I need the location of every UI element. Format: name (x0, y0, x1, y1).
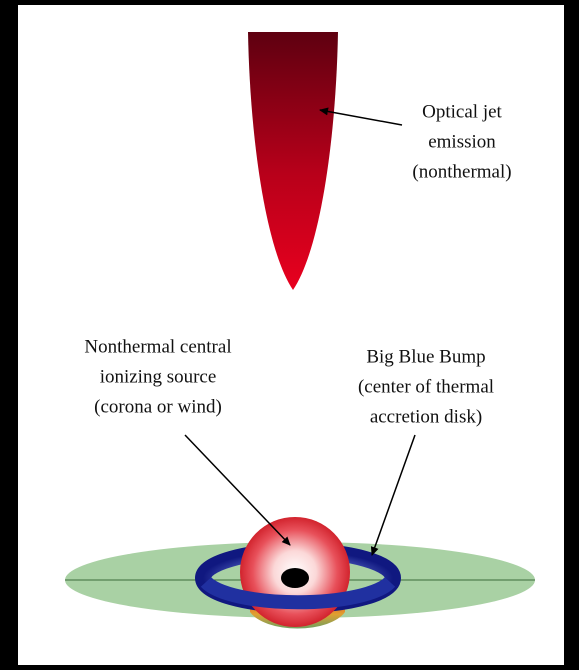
central-source (281, 568, 309, 588)
label-line: accretion disk) (370, 406, 482, 427)
label-line: Big Blue Bump (366, 346, 485, 367)
labels: Optical jet emission (nonthermal) Nontherma… (84, 101, 511, 427)
label-line: (center of thermal (358, 376, 494, 397)
label-line: emission (428, 131, 496, 152)
label-line: Nonthermal central (84, 336, 231, 357)
label-line: ionizing source (100, 366, 217, 387)
label-line: Optical jet (422, 101, 502, 122)
blue-ring-front (200, 576, 396, 610)
arrow (184, 434, 291, 546)
label-line: (corona or wind) (94, 396, 222, 417)
arrow (370, 434, 416, 556)
label-line: (nonthermal) (412, 161, 511, 182)
arrow (319, 107, 403, 126)
jet (248, 32, 338, 290)
